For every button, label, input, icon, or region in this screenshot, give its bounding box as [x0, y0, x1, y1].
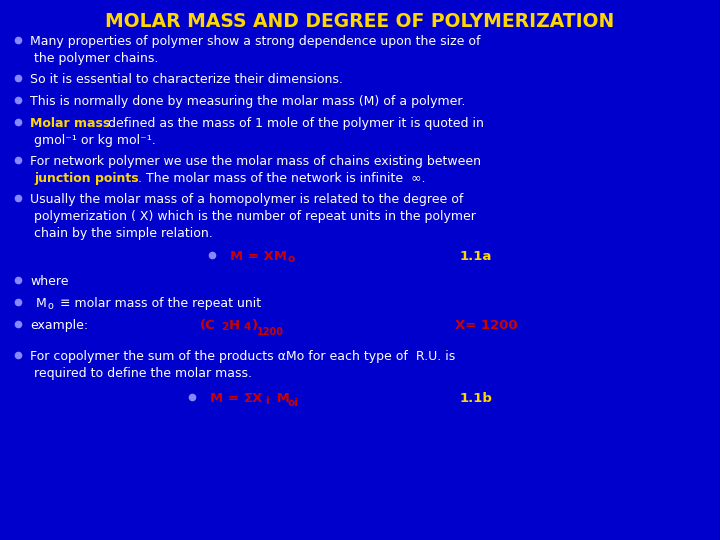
Text: Molar mass: Molar mass: [30, 117, 110, 130]
Text: the polymer chains.: the polymer chains.: [34, 52, 158, 65]
Text: ΣX: ΣX: [244, 392, 264, 405]
Text: required to define the molar mass.: required to define the molar mass.: [34, 367, 252, 380]
Text: For copolymer the sum of the products αMo for each type of  R.U. is: For copolymer the sum of the products αM…: [30, 350, 455, 363]
Text: M = XM: M = XM: [230, 250, 287, 263]
Text: o: o: [47, 301, 53, 311]
Text: 2: 2: [221, 322, 228, 332]
Text: (C: (C: [200, 319, 216, 332]
Text: Usually the molar mass of a homopolymer is related to the degree of: Usually the molar mass of a homopolymer …: [30, 193, 464, 206]
Text: M =: M =: [210, 392, 248, 405]
Text: defined as the mass of 1 mole of the polymer it is quoted in: defined as the mass of 1 mole of the pol…: [104, 117, 484, 130]
Text: ): ): [252, 319, 258, 332]
Text: gmol⁻¹ or kg mol⁻¹.: gmol⁻¹ or kg mol⁻¹.: [34, 134, 156, 147]
Text: where: where: [30, 275, 68, 288]
Text: X= 1200: X= 1200: [455, 319, 518, 332]
Text: 4: 4: [244, 322, 251, 332]
Text: For network polymer we use the molar mass of chains existing between: For network polymer we use the molar mas…: [30, 155, 481, 168]
Text: This is normally done by measuring the molar mass (M) of a polymer.: This is normally done by measuring the m…: [30, 95, 465, 108]
Text: ≡ molar mass of the repeat unit: ≡ molar mass of the repeat unit: [56, 297, 261, 310]
Text: 1.1a: 1.1a: [460, 250, 492, 263]
Text: M: M: [272, 392, 290, 405]
Text: M: M: [32, 297, 47, 310]
Text: So it is essential to characterize their dimensions.: So it is essential to characterize their…: [30, 73, 343, 86]
Text: chain by the simple relation.: chain by the simple relation.: [34, 227, 212, 240]
Text: MOLAR MASS AND DEGREE OF POLYMERIZATION: MOLAR MASS AND DEGREE OF POLYMERIZATION: [105, 12, 615, 31]
Text: H: H: [229, 319, 240, 332]
Text: . The molar mass of the network is infinite  ∞.: . The molar mass of the network is infin…: [138, 172, 426, 185]
Text: 1.1b: 1.1b: [460, 392, 493, 405]
Text: example:: example:: [30, 319, 88, 332]
Text: polymerization ( X) which is the number of repeat units in the polymer: polymerization ( X) which is the number …: [34, 210, 476, 223]
Text: i: i: [265, 396, 269, 406]
Text: oi: oi: [288, 398, 299, 408]
Text: Many properties of polymer show a strong dependence upon the size of: Many properties of polymer show a strong…: [30, 35, 480, 48]
Text: 1200: 1200: [257, 327, 284, 337]
Text: junction points: junction points: [34, 172, 139, 185]
Text: o: o: [287, 254, 294, 264]
